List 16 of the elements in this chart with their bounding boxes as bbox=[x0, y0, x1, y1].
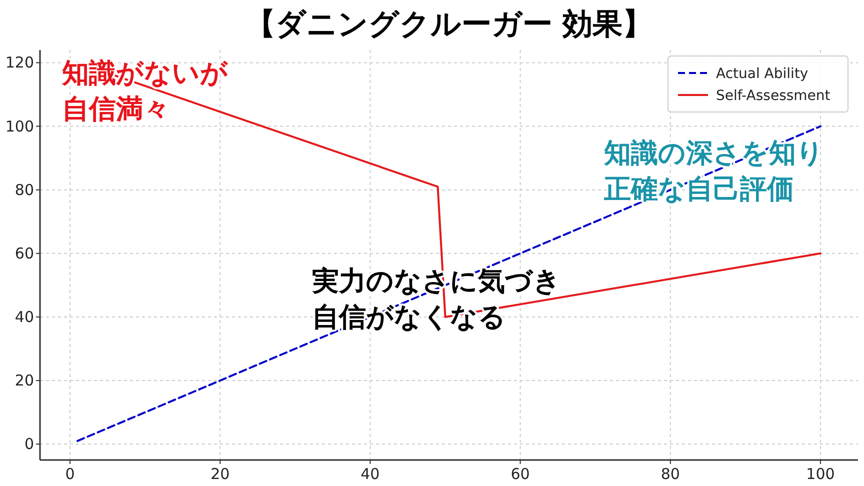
y-tick-label: 60 bbox=[14, 244, 34, 262]
x-tick-label: 0 bbox=[65, 465, 75, 483]
y-tick-label: 40 bbox=[14, 308, 34, 326]
y-tick-label: 0 bbox=[24, 435, 34, 454]
x-tick-label: 80 bbox=[660, 465, 680, 483]
legend-label: Self-Assessment bbox=[716, 88, 831, 104]
x-tick-label: 100 bbox=[806, 465, 835, 483]
y-tick-label: 20 bbox=[14, 372, 34, 390]
chart-title: 【ダニングクルーガー 効果】 bbox=[245, 7, 653, 42]
legend-label: Actual Ability bbox=[716, 66, 808, 82]
y-tick-label: 120 bbox=[5, 54, 34, 72]
x-tick-label: 40 bbox=[360, 465, 380, 483]
x-tick-label: 20 bbox=[210, 465, 230, 483]
x-tick-label: 60 bbox=[510, 465, 530, 483]
y-tick-label: 100 bbox=[5, 117, 34, 136]
y-tick-label: 80 bbox=[14, 180, 34, 199]
